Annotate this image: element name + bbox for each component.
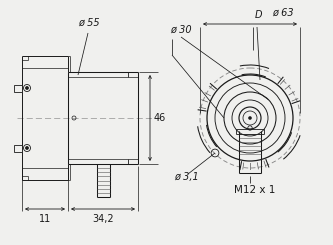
Text: ø 3,1: ø 3,1 [174,172,199,182]
Bar [14,145,22,151]
Text: 34,2: 34,2 [92,214,114,224]
Text: 46: 46 [154,113,166,123]
Circle shape [26,86,29,89]
Bar [14,85,22,91]
Text: D: D [255,10,262,20]
Text: ø 63: ø 63 [272,8,294,18]
Text: ø 55: ø 55 [78,18,100,28]
Text: M12 x 1: M12 x 1 [234,185,275,195]
Text: 11: 11 [39,214,51,224]
Circle shape [248,116,252,120]
Circle shape [26,147,29,149]
Text: ø 30: ø 30 [170,25,191,35]
